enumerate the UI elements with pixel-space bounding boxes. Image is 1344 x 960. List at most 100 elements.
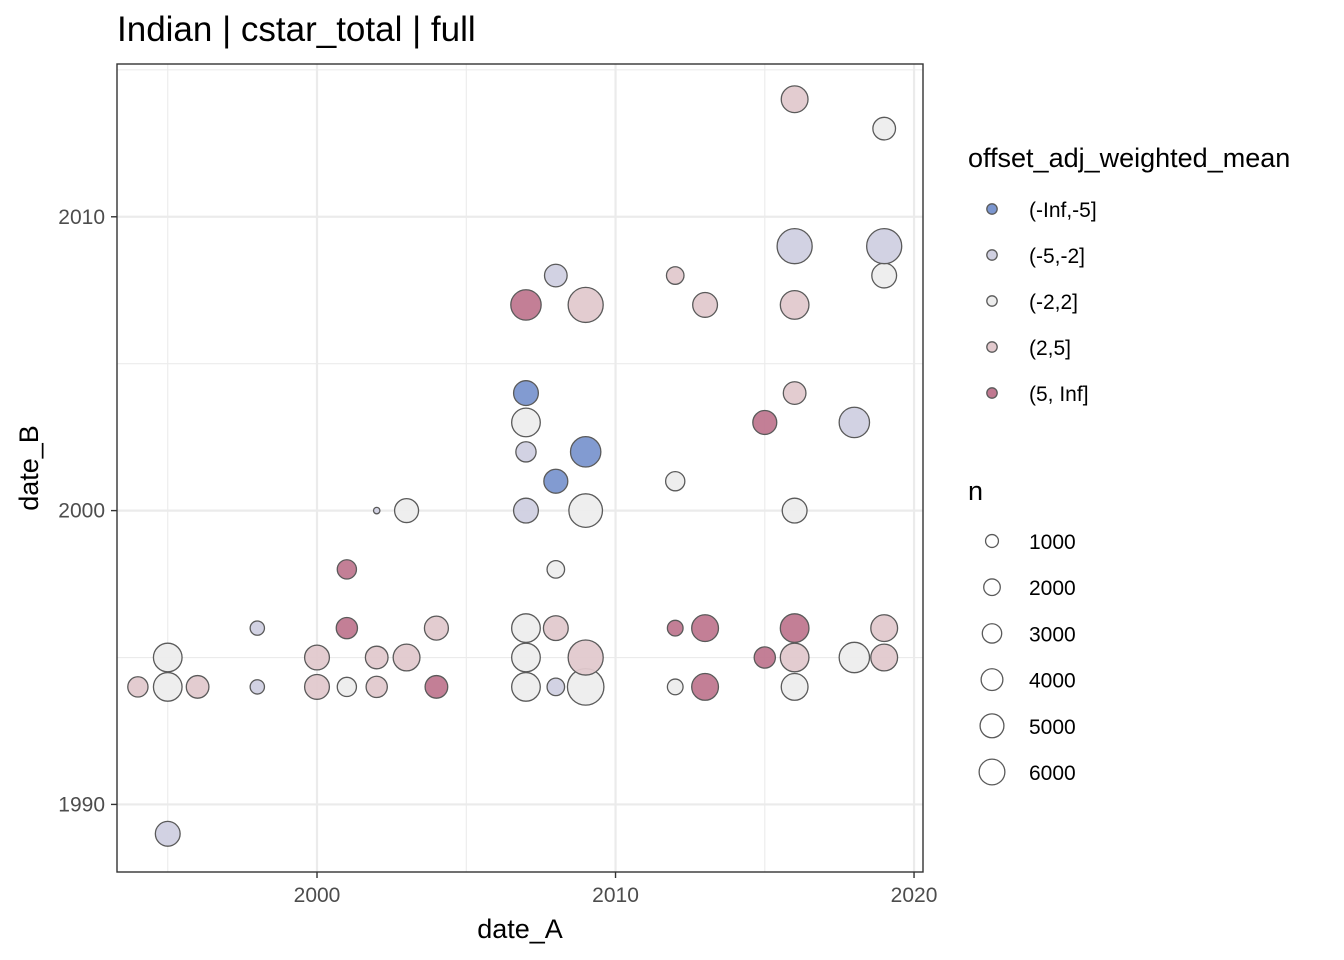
data-point (838, 406, 871, 439)
data-point (424, 674, 449, 699)
data-point (511, 642, 541, 673)
data-point (569, 436, 602, 468)
data-point (511, 613, 541, 644)
data-point (870, 614, 899, 643)
data-point (691, 614, 720, 643)
color-legend-label: (2,5] (1029, 337, 1071, 360)
data-point (392, 643, 421, 672)
data-point (546, 559, 566, 579)
data-point (780, 85, 809, 114)
data-point (303, 673, 331, 700)
data-point (666, 678, 684, 696)
data-point (393, 497, 420, 524)
size-legend-key (983, 578, 1001, 597)
data-point (511, 407, 541, 438)
data-point (781, 497, 808, 524)
data-point (871, 262, 898, 289)
data-point (152, 642, 183, 673)
chart-title: Indian | cstar_total | full (117, 10, 476, 49)
data-point (692, 291, 719, 318)
data-point (511, 671, 541, 702)
color-legend-label: (-2,2] (1029, 291, 1078, 314)
size-legend-key (978, 758, 1006, 786)
x-tick-label: 2010 (592, 884, 639, 907)
color-legend-key (986, 203, 998, 215)
data-point (753, 646, 777, 669)
plot-border (116, 63, 924, 873)
data-point (546, 677, 566, 697)
y-axis-title: date_B (14, 425, 44, 511)
size-legend-key (984, 533, 1000, 549)
x-tick-label: 2000 (294, 884, 341, 907)
data-point (512, 497, 540, 524)
color-legend-title: offset_adj_weighted_mean (968, 143, 1290, 173)
data-point (185, 674, 210, 699)
size-legend-key (979, 713, 1005, 739)
data-point (691, 672, 720, 701)
data-point (665, 266, 685, 285)
data-point (567, 286, 604, 324)
data-point (336, 559, 358, 580)
data-point (567, 639, 604, 676)
grid-lines (117, 64, 923, 872)
data-point (512, 380, 540, 407)
data-point (364, 645, 389, 670)
data-point (866, 227, 903, 265)
data-point (365, 675, 388, 699)
data-point (372, 506, 381, 515)
data-point (154, 820, 181, 847)
data-points (127, 85, 903, 847)
data-point (127, 676, 149, 698)
size-legend-label: 3000 (1029, 623, 1076, 646)
color-legend-label: (-5,-2] (1029, 245, 1085, 268)
data-point (782, 381, 807, 406)
data-point (249, 620, 266, 636)
x-axis-title: date_A (477, 914, 563, 944)
data-point (780, 672, 809, 701)
data-point (335, 616, 359, 640)
axes: 2000 2010 2020 1990 2000 2010 (58, 206, 937, 907)
x-tick-label: 2020 (891, 884, 938, 907)
data-point (838, 641, 871, 674)
data-point (510, 289, 542, 321)
size-legend: 1000 2000 3000 4000 5000 6000 (978, 531, 1076, 786)
size-legend-key (980, 668, 1004, 692)
color-legend: (-Inf,-5] (-5,-2] (-2,2] (2,5] (5, Inf] (986, 199, 1097, 406)
size-legend-title: n (968, 476, 983, 506)
data-point (666, 619, 684, 637)
data-point (776, 227, 813, 265)
size-legend-label: 4000 (1029, 670, 1076, 693)
color-legend-key (986, 295, 998, 307)
color-legend-key (986, 341, 998, 353)
color-legend-label: (-Inf,-5] (1029, 199, 1097, 222)
size-legend-label: 2000 (1029, 577, 1076, 600)
plot-panel (117, 64, 923, 872)
data-point (543, 263, 568, 288)
size-legend-label: 6000 (1029, 762, 1076, 785)
data-point (568, 493, 604, 529)
size-legend-key (981, 623, 1003, 644)
color-legend-key (986, 387, 998, 399)
data-point (872, 116, 897, 141)
data-point (779, 289, 810, 320)
color-legend-label: (5, Inf] (1029, 383, 1089, 406)
data-point (303, 644, 331, 671)
data-point (752, 409, 778, 436)
data-point (515, 441, 537, 463)
data-point (423, 615, 450, 641)
y-tick-label: 2010 (58, 206, 105, 229)
color-legend-key (986, 249, 998, 261)
data-point (336, 676, 358, 698)
data-point (779, 613, 810, 644)
data-point (870, 643, 899, 672)
data-point (664, 470, 686, 492)
size-legend-label: 1000 (1029, 531, 1076, 554)
data-point (152, 671, 183, 702)
data-point (249, 679, 266, 695)
data-point (543, 468, 569, 494)
y-tick-label: 2000 (58, 500, 105, 523)
data-point (542, 615, 569, 642)
size-legend-label: 5000 (1029, 716, 1076, 739)
y-tick-label: 1990 (58, 793, 105, 816)
